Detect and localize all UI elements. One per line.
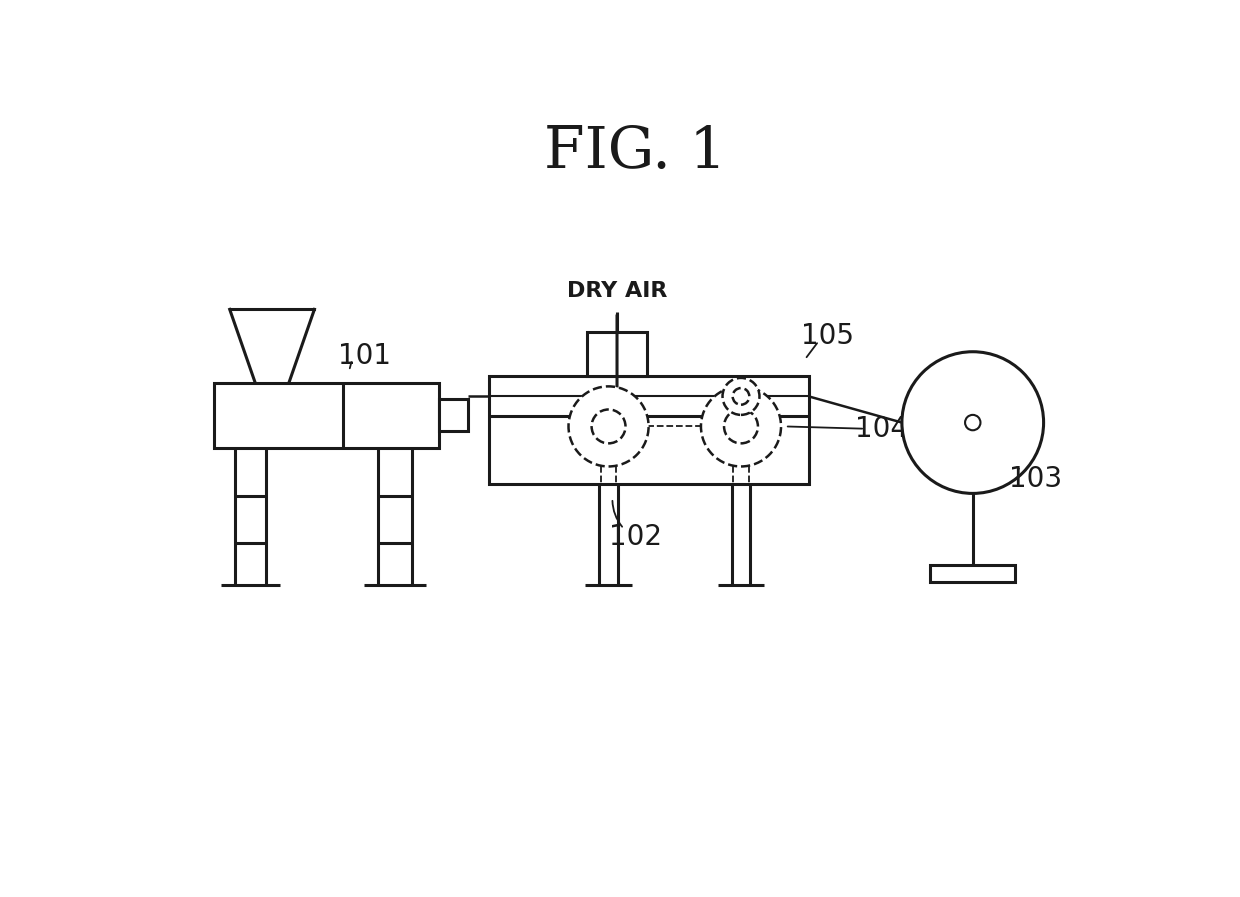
Text: 103: 103: [1009, 465, 1063, 492]
Text: FIG. 1: FIG. 1: [544, 124, 727, 179]
Circle shape: [591, 409, 625, 443]
Circle shape: [723, 378, 759, 415]
Bar: [930, 565, 1016, 582]
Circle shape: [701, 387, 781, 466]
Bar: [213, 382, 439, 448]
Text: 102: 102: [609, 523, 662, 551]
Circle shape: [733, 388, 749, 405]
Text: 105: 105: [801, 322, 854, 351]
Circle shape: [724, 409, 758, 443]
Bar: [490, 377, 808, 484]
Circle shape: [965, 415, 981, 431]
Bar: [439, 399, 469, 431]
Circle shape: [568, 387, 649, 466]
Circle shape: [901, 352, 1044, 493]
Text: 101: 101: [339, 342, 391, 370]
Bar: [587, 332, 647, 377]
Text: 104: 104: [856, 414, 909, 443]
Text: DRY AIR: DRY AIR: [567, 281, 667, 300]
